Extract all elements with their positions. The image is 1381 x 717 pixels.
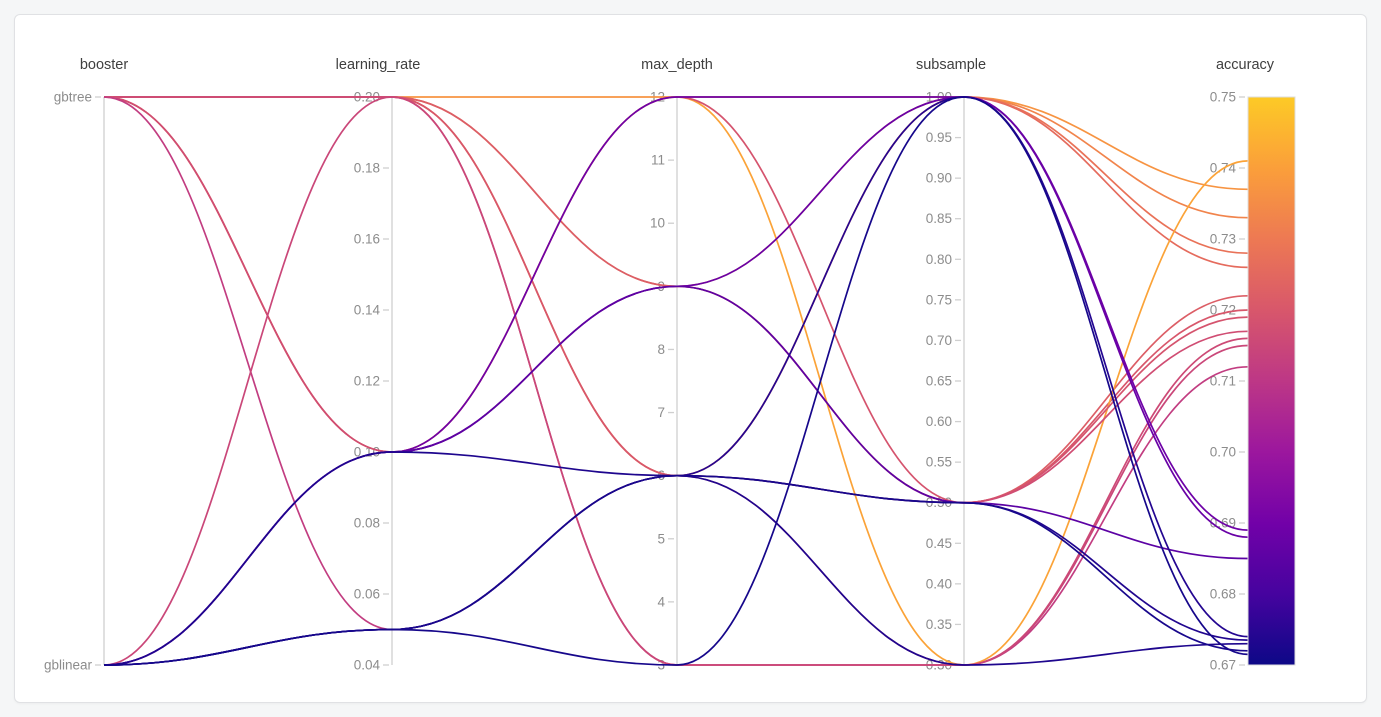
tick-label: gbtree [54,90,92,105]
tick-label: 0.90 [926,171,952,186]
tick-label: 0.65 [926,374,952,389]
tick-label: 0.75 [926,292,952,307]
tick-label: 0.45 [926,536,952,551]
tick-label: 0.67 [1210,658,1236,673]
tick-label: 9 [657,279,665,294]
tick-label: 8 [657,342,665,357]
trial-line [103,96,1249,666]
tick-label: 0.06 [354,587,380,602]
tick-label: 0.80 [926,252,952,267]
trial-line [103,96,1249,666]
tick-label: 0.04 [354,658,381,673]
trial-line [103,96,1249,666]
tick-label: gblinear [44,658,93,673]
axis-learning_rate[interactable]: 0.200.180.160.140.120.100.080.060.04 [354,90,393,673]
tick-label: 4 [657,594,665,609]
tick-label: 0.85 [926,211,952,226]
tick-label: 0.75 [1210,90,1236,105]
trial-line [103,474,1249,666]
tick-label: 5 [657,531,665,546]
axis-title-learning-rate[interactable]: learning_rate [335,57,421,73]
tick-label: 0.55 [926,455,952,470]
tick-label: 0.68 [1210,587,1236,602]
axis-title-subsample[interactable]: subsample [915,57,987,73]
tick-label: 0.16 [354,232,380,247]
colorbar [1247,96,1296,666]
axis-subsample[interactable]: 1.000.950.900.850.800.750.700.650.600.55… [926,90,965,673]
axis-accuracy[interactable]: 0.750.740.730.720.710.700.690.680.67 [1210,90,1245,673]
trial-line [103,474,1249,666]
tick-label: 0.95 [926,130,952,145]
tick-label: 0.14 [354,303,381,318]
axis-title-booster[interactable]: booster [79,57,129,73]
tick-label: 0.08 [354,516,380,531]
trial-line [103,96,1249,504]
tick-label: 7 [657,405,665,420]
chart-card [14,14,1367,703]
trial-line [103,96,1249,666]
trial-line [103,96,1249,191]
trial-line [103,96,1249,666]
trial-line [103,96,1249,666]
trial-lines [103,96,1249,666]
axis-title-max-depth[interactable]: max_depth [641,57,713,73]
tick-label: 0.70 [926,333,952,348]
tick-label: 0.40 [926,576,952,591]
trial-line [103,96,1249,288]
axis-booster[interactable]: gbtree gblinear [44,90,105,673]
tick-label: 0.12 [354,374,380,389]
tick-label: 10 [650,216,665,231]
tick-label: 0.71 [1210,374,1236,389]
tick-label: 0.35 [926,617,952,632]
tick-label: 0.73 [1210,232,1236,247]
axis-title-accuracy[interactable]: accuracy [1215,57,1275,73]
trial-line [103,96,1249,666]
tick-label: 0.70 [1210,445,1236,460]
tick-label: 0.18 [354,161,380,176]
tick-label: 0.60 [926,414,952,429]
trial-line [103,96,1249,666]
tick-label: 0.72 [1210,303,1236,318]
tick-label: 11 [651,153,665,168]
